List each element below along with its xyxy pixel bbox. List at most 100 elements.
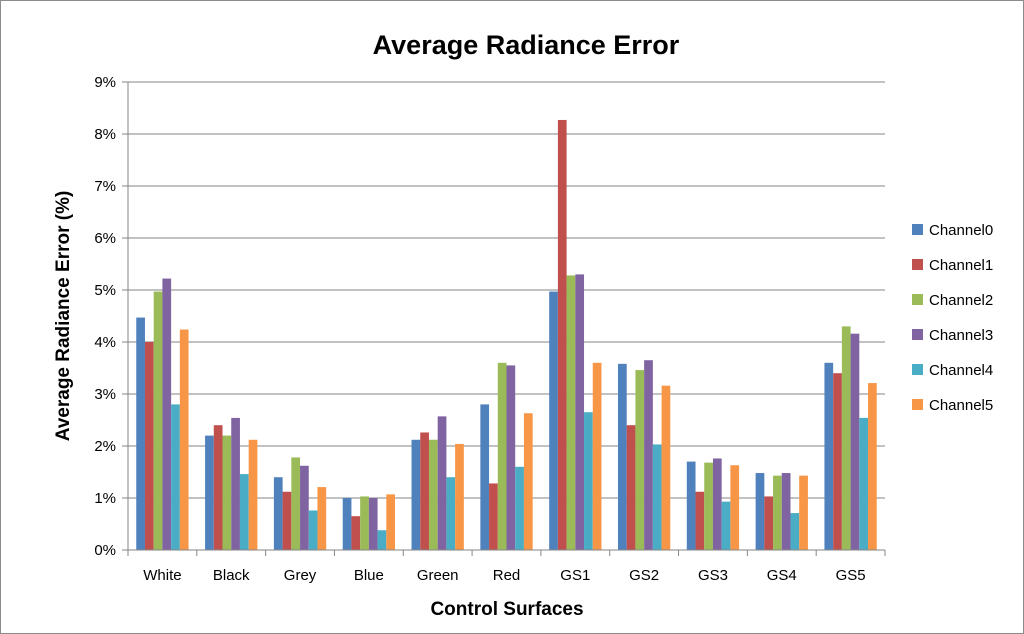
bar — [859, 417, 869, 550]
bar — [773, 475, 782, 550]
y-tick-label: 6% — [94, 230, 116, 247]
legend-entry: Channel5 — [929, 397, 993, 414]
legend-swatch — [912, 399, 923, 410]
bar — [557, 119, 567, 551]
bar — [428, 439, 438, 550]
bars — [136, 119, 877, 551]
x-tick-label: GS4 — [767, 567, 797, 584]
bar — [437, 416, 447, 550]
bar — [850, 333, 860, 550]
bar — [377, 530, 387, 550]
bar — [317, 487, 327, 550]
bar — [626, 425, 636, 550]
legend-entry: Channel2 — [929, 292, 993, 309]
bar — [308, 510, 318, 550]
bar — [833, 373, 842, 550]
bar — [446, 477, 456, 550]
bar — [695, 491, 705, 550]
bar — [300, 465, 309, 550]
bar — [515, 466, 524, 550]
bar — [171, 404, 180, 550]
x-tick-label: Green — [417, 567, 459, 584]
bar — [790, 513, 800, 550]
bar — [231, 417, 240, 550]
bar — [480, 404, 490, 550]
bar — [489, 483, 498, 550]
y-tick-label: 0% — [94, 542, 116, 559]
bar — [136, 317, 145, 550]
bar — [635, 370, 645, 550]
x-tick-label: Red — [493, 567, 521, 584]
bar — [781, 473, 791, 550]
legend-entry: Channel0 — [929, 222, 993, 239]
bar — [273, 477, 283, 550]
legend-entry: Channel3 — [929, 327, 993, 344]
legend-swatch — [912, 329, 923, 340]
legend-swatch — [912, 294, 923, 305]
bar — [153, 291, 163, 550]
bar — [755, 473, 765, 550]
x-tick-label: GS2 — [629, 567, 659, 584]
x-tick-label: White — [143, 567, 181, 584]
x-tick-label: Black — [213, 567, 250, 584]
y-tick-label: 4% — [94, 334, 116, 351]
bar — [162, 278, 172, 550]
y-tick-label: 2% — [94, 438, 116, 455]
bar — [342, 498, 352, 550]
bar — [824, 362, 834, 550]
bar — [868, 383, 877, 550]
x-tick-label: GS5 — [836, 567, 866, 584]
bar — [841, 326, 851, 550]
axes — [127, 82, 885, 551]
bar — [205, 435, 214, 550]
y-tick-label: 3% — [94, 386, 116, 403]
bar — [523, 413, 533, 550]
bar — [368, 498, 378, 550]
bar — [549, 291, 558, 550]
bar — [222, 435, 232, 550]
bar — [730, 465, 740, 550]
bar — [248, 439, 258, 550]
legend-swatch — [912, 224, 923, 235]
x-tick-label: GS3 — [698, 567, 728, 584]
x-axis-title: Control Surfaces — [430, 599, 583, 620]
bar — [652, 444, 662, 550]
bar — [497, 362, 507, 550]
bar — [721, 501, 731, 550]
bar — [420, 432, 429, 550]
bar — [686, 461, 696, 550]
bar — [799, 475, 808, 550]
legend-swatch — [912, 364, 923, 375]
x-tick-labels: White Black Grey Blue Green Red GS1 GS2 GS3 GS4 GS… — [143, 567, 865, 584]
bar — [575, 274, 585, 550]
bar — [644, 360, 653, 550]
chart-title: Average Radiance Error — [373, 30, 680, 60]
bar — [386, 494, 396, 550]
y-tick-label: 9% — [94, 74, 116, 91]
y-tick-label: 1% — [94, 490, 116, 507]
legend-entry: Channel1 — [929, 257, 993, 274]
x-tick-label: Blue — [354, 567, 384, 584]
bar — [704, 462, 713, 550]
bar — [661, 385, 671, 550]
bar — [351, 516, 361, 550]
bar — [282, 491, 292, 550]
bar — [506, 365, 516, 550]
bar — [455, 443, 464, 550]
y-tick-label: 8% — [94, 126, 116, 143]
legend: Channel0 Channel1 Channel2 Channel3 Channel4… — [912, 222, 993, 414]
bar — [584, 412, 593, 550]
y-axis-title: Average Radiance Error (%) — [53, 191, 74, 442]
y-tick-labels: 0% 1% 2% 3% 4% 5% 6% 7% 8% 9% — [94, 74, 116, 559]
bar — [360, 496, 369, 550]
y-tick-label: 7% — [94, 178, 116, 195]
bar — [764, 496, 774, 550]
bar — [239, 474, 249, 550]
bar — [712, 458, 722, 550]
bar — [291, 457, 301, 550]
bar — [179, 329, 189, 550]
legend-entry: Channel4 — [929, 362, 993, 379]
bar — [592, 362, 602, 550]
